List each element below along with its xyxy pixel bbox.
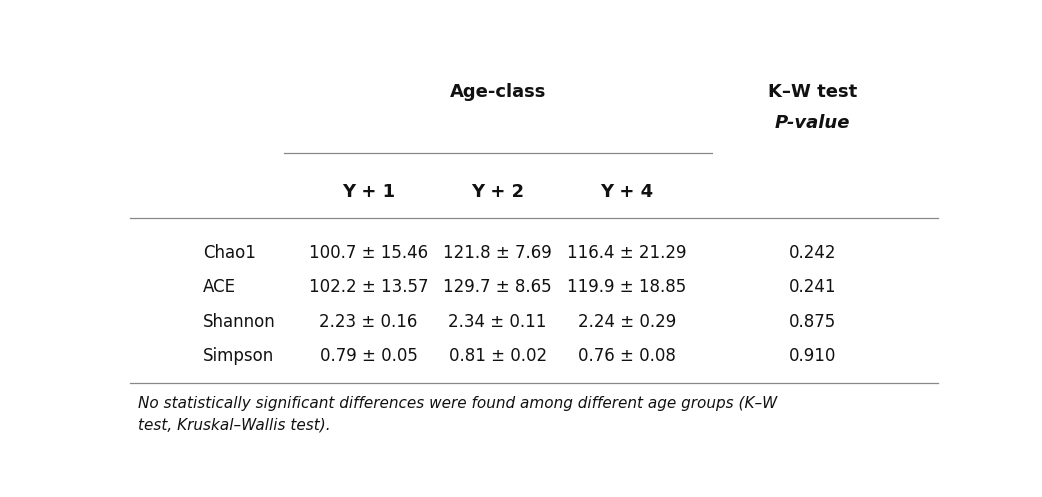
Text: 129.7 ± 8.65: 129.7 ± 8.65	[444, 278, 552, 296]
Text: 2.23 ± 0.16: 2.23 ± 0.16	[319, 313, 418, 331]
Text: 2.34 ± 0.11: 2.34 ± 0.11	[448, 313, 547, 331]
Text: 2.24 ± 0.29: 2.24 ± 0.29	[577, 313, 676, 331]
Text: 119.9 ± 18.85: 119.9 ± 18.85	[567, 278, 687, 296]
Text: Y + 1: Y + 1	[342, 183, 395, 201]
Text: 0.875: 0.875	[789, 313, 837, 331]
Text: K–W test: K–W test	[768, 83, 858, 101]
Text: 121.8 ± 7.69: 121.8 ± 7.69	[443, 244, 552, 262]
Text: Simpson: Simpson	[203, 347, 274, 365]
Text: 0.79 ± 0.05: 0.79 ± 0.05	[320, 347, 418, 365]
Text: Y + 2: Y + 2	[471, 183, 524, 201]
Text: 100.7 ± 15.46: 100.7 ± 15.46	[308, 244, 428, 262]
Text: No statistically significant differences were found among different age groups (: No statistically significant differences…	[139, 397, 777, 432]
Text: Shannon: Shannon	[203, 313, 276, 331]
Text: 0.242: 0.242	[789, 244, 837, 262]
Text: Chao1: Chao1	[203, 244, 255, 262]
Text: 0.241: 0.241	[789, 278, 837, 296]
Text: 0.76 ± 0.08: 0.76 ± 0.08	[578, 347, 676, 365]
Text: P-value: P-value	[775, 114, 850, 132]
Text: 102.2 ± 13.57: 102.2 ± 13.57	[308, 278, 428, 296]
Text: Y + 4: Y + 4	[600, 183, 653, 201]
Text: ACE: ACE	[203, 278, 235, 296]
Text: 0.910: 0.910	[789, 347, 837, 365]
Text: 0.81 ± 0.02: 0.81 ± 0.02	[449, 347, 547, 365]
Text: Age-class: Age-class	[449, 83, 546, 101]
Text: 116.4 ± 21.29: 116.4 ± 21.29	[567, 244, 687, 262]
